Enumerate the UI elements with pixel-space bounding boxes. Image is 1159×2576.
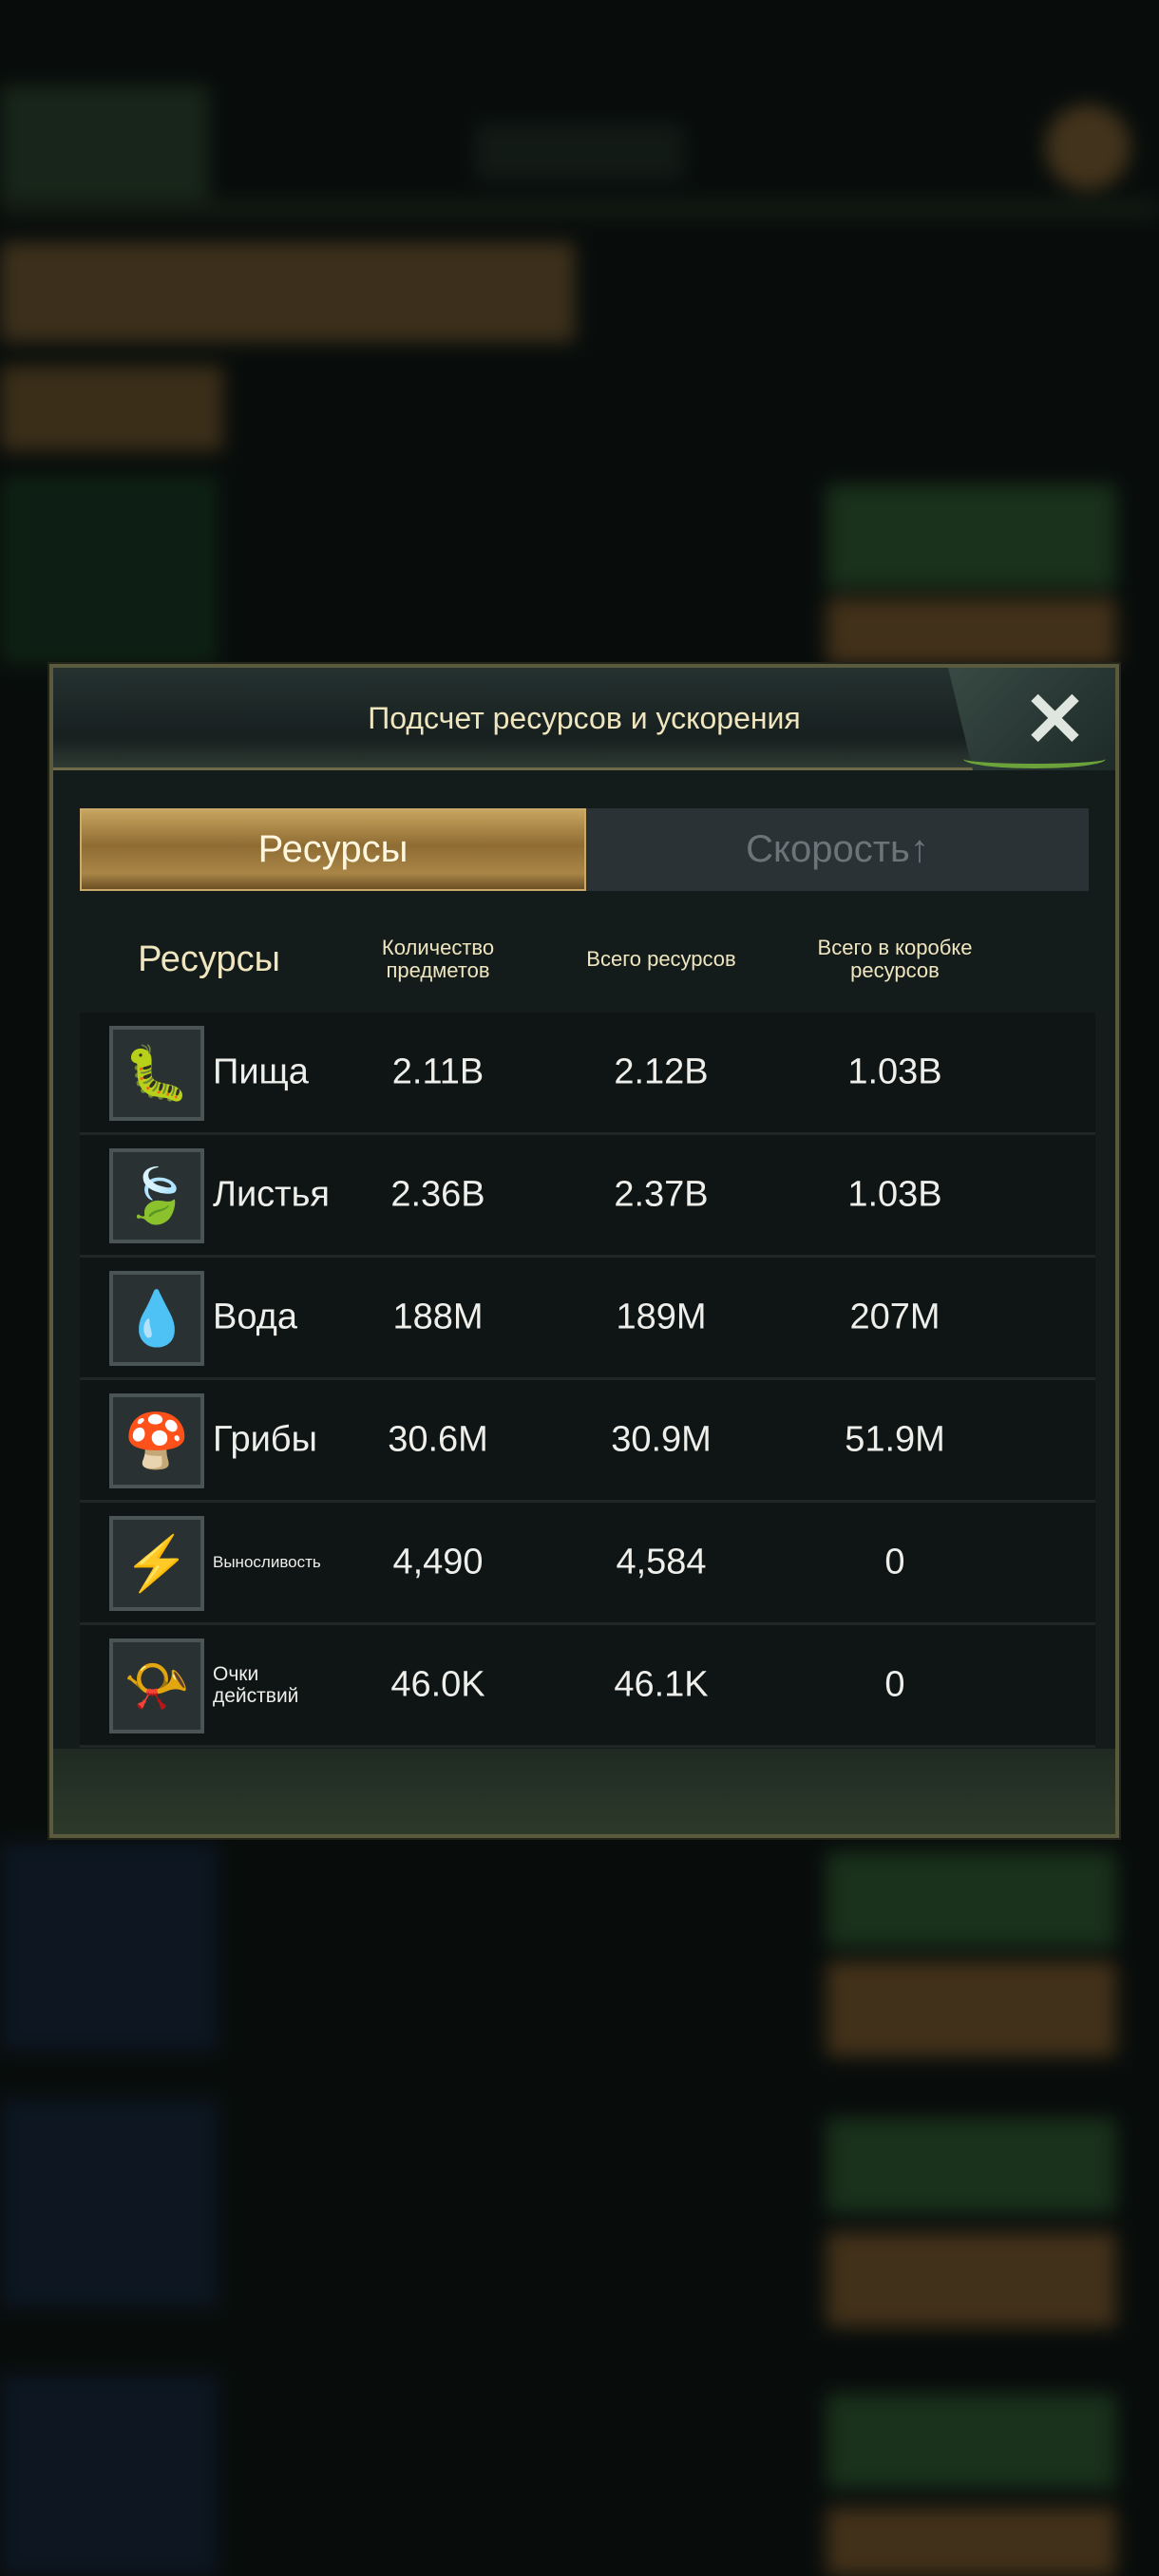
box-resources: 207M: [849, 1297, 940, 1337]
food-larva-icon: 🐛: [109, 1026, 204, 1121]
x-close-icon[interactable]: ✕: [1022, 676, 1087, 762]
total-resources: 189M: [616, 1297, 707, 1337]
table-row: 🍃 Листья 2.36B 2.37B 1.03B: [80, 1135, 1095, 1258]
item-count: 2.11B: [391, 1051, 484, 1092]
col-item-count: Количество предметов: [381, 936, 495, 982]
box-resources: 0: [884, 1542, 905, 1582]
tab-resources[interactable]: Ресурсы: [80, 808, 586, 891]
resource-table: 🐛 Пища 2.11B 2.12B 1.03B 🍃 Листья 2.36B …: [80, 1013, 1095, 1748]
mushroom-icon: 🍄: [109, 1393, 204, 1488]
item-count: 2.36B: [390, 1174, 485, 1215]
tab-speedups[interactable]: Скорость↑: [586, 808, 1089, 891]
water-drop-icon: 💧: [109, 1271, 204, 1366]
total-resources: 2.37B: [614, 1174, 709, 1215]
table-row: 📯 Очки действий 46.0K 46.1K 0: [80, 1625, 1095, 1748]
box-resources: 51.9M: [845, 1419, 945, 1460]
table-row: ⚡ Выносливость 4,490 4,584 0: [80, 1503, 1095, 1625]
item-count: 188M: [392, 1297, 484, 1337]
modal-title: Подсчет ресурсов и ускорения: [368, 700, 801, 735]
total-resources: 30.9M: [611, 1419, 712, 1460]
col-total-resources: Всего ресурсов: [586, 947, 736, 971]
resource-name: Грибы: [213, 1419, 317, 1460]
item-count: 46.0K: [390, 1664, 485, 1705]
total-resources: 46.1K: [614, 1664, 709, 1705]
box-resources: 1.03B: [847, 1174, 942, 1215]
tab-bar: Ресурсы Скорость↑: [80, 808, 1089, 891]
resource-name: Вода: [213, 1297, 297, 1337]
resource-name: Листья: [213, 1174, 330, 1215]
table-header: Ресурсы Количество предметов Всего ресур…: [53, 926, 1115, 993]
resource-name: Выносливость: [213, 1553, 321, 1571]
box-resources: 1.03B: [847, 1051, 942, 1092]
resource-name: Пища: [213, 1051, 309, 1092]
resource-name: Очки действий: [213, 1663, 299, 1707]
leaf-icon: 🍃: [109, 1148, 204, 1243]
total-resources: 4,584: [616, 1542, 707, 1582]
modal-header: Подсчет ресурсов и ускорения ✕: [53, 668, 1115, 770]
modal-footer: [53, 1749, 1115, 1834]
item-count: 30.6M: [388, 1419, 488, 1460]
total-resources: 2.12B: [614, 1051, 709, 1092]
item-count: 4,490: [392, 1542, 484, 1582]
col-resources: Ресурсы: [138, 939, 280, 979]
horn-icon: 📯: [109, 1638, 204, 1733]
col-box-resources: Всего в коробке ресурсов: [817, 936, 973, 982]
box-resources: 0: [884, 1664, 905, 1705]
table-row: 💧 Вода 188M 189M 207M: [80, 1258, 1095, 1380]
resource-count-modal: Подсчет ресурсов и ускорения ✕ Ресурсы С…: [49, 664, 1119, 1838]
table-row: 🍄 Грибы 30.6M 30.9M 51.9M: [80, 1380, 1095, 1503]
vine-decoration-icon: [963, 749, 1106, 768]
table-row: 🐛 Пища 2.11B 2.12B 1.03B: [80, 1013, 1095, 1135]
stamina-lightning-icon: ⚡: [109, 1516, 204, 1611]
